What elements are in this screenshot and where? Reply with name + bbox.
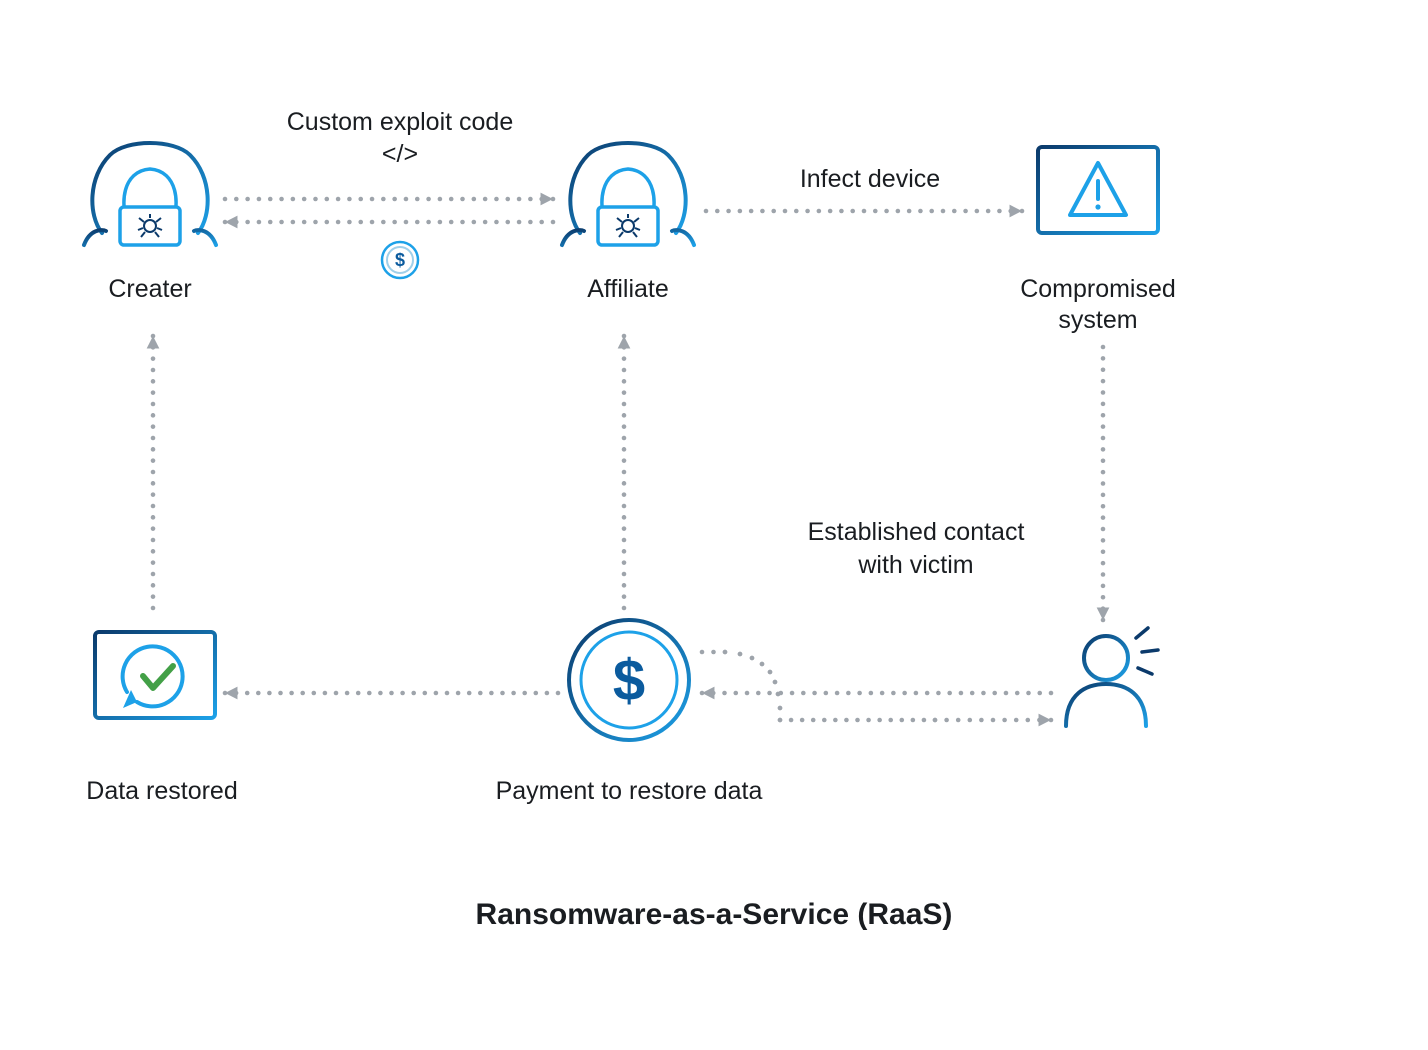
affiliate-icon bbox=[562, 143, 694, 245]
compromised-system-icon bbox=[1038, 147, 1158, 245]
small-dollar-icon: $ bbox=[382, 242, 418, 278]
diagram-title: Ransomware-as-a-Service (RaaS) bbox=[364, 898, 1064, 932]
compromised-label: Compromised system bbox=[998, 274, 1198, 337]
payment-icon: $ bbox=[569, 620, 689, 740]
payment-label: Payment to restore data bbox=[459, 776, 799, 807]
svg-text:$: $ bbox=[613, 648, 645, 713]
diagram-svg: $ $ bbox=[0, 0, 1428, 1050]
code-label: </> bbox=[350, 138, 450, 171]
affiliate-label: Affiliate bbox=[548, 274, 708, 305]
exploit-label: Custom exploit code bbox=[250, 106, 550, 139]
contact-label: Established contact with victim bbox=[776, 516, 1056, 581]
svg-text:$: $ bbox=[395, 250, 405, 270]
restored-label: Data restored bbox=[52, 776, 272, 807]
diagram-canvas: $ $ Creater Affiliate Compromised system… bbox=[0, 0, 1428, 1050]
creater-icon bbox=[84, 143, 216, 245]
data-restored-icon bbox=[95, 632, 215, 730]
infect-label: Infect device bbox=[760, 163, 980, 196]
victim-icon bbox=[1066, 628, 1158, 726]
creater-label: Creater bbox=[70, 274, 230, 305]
